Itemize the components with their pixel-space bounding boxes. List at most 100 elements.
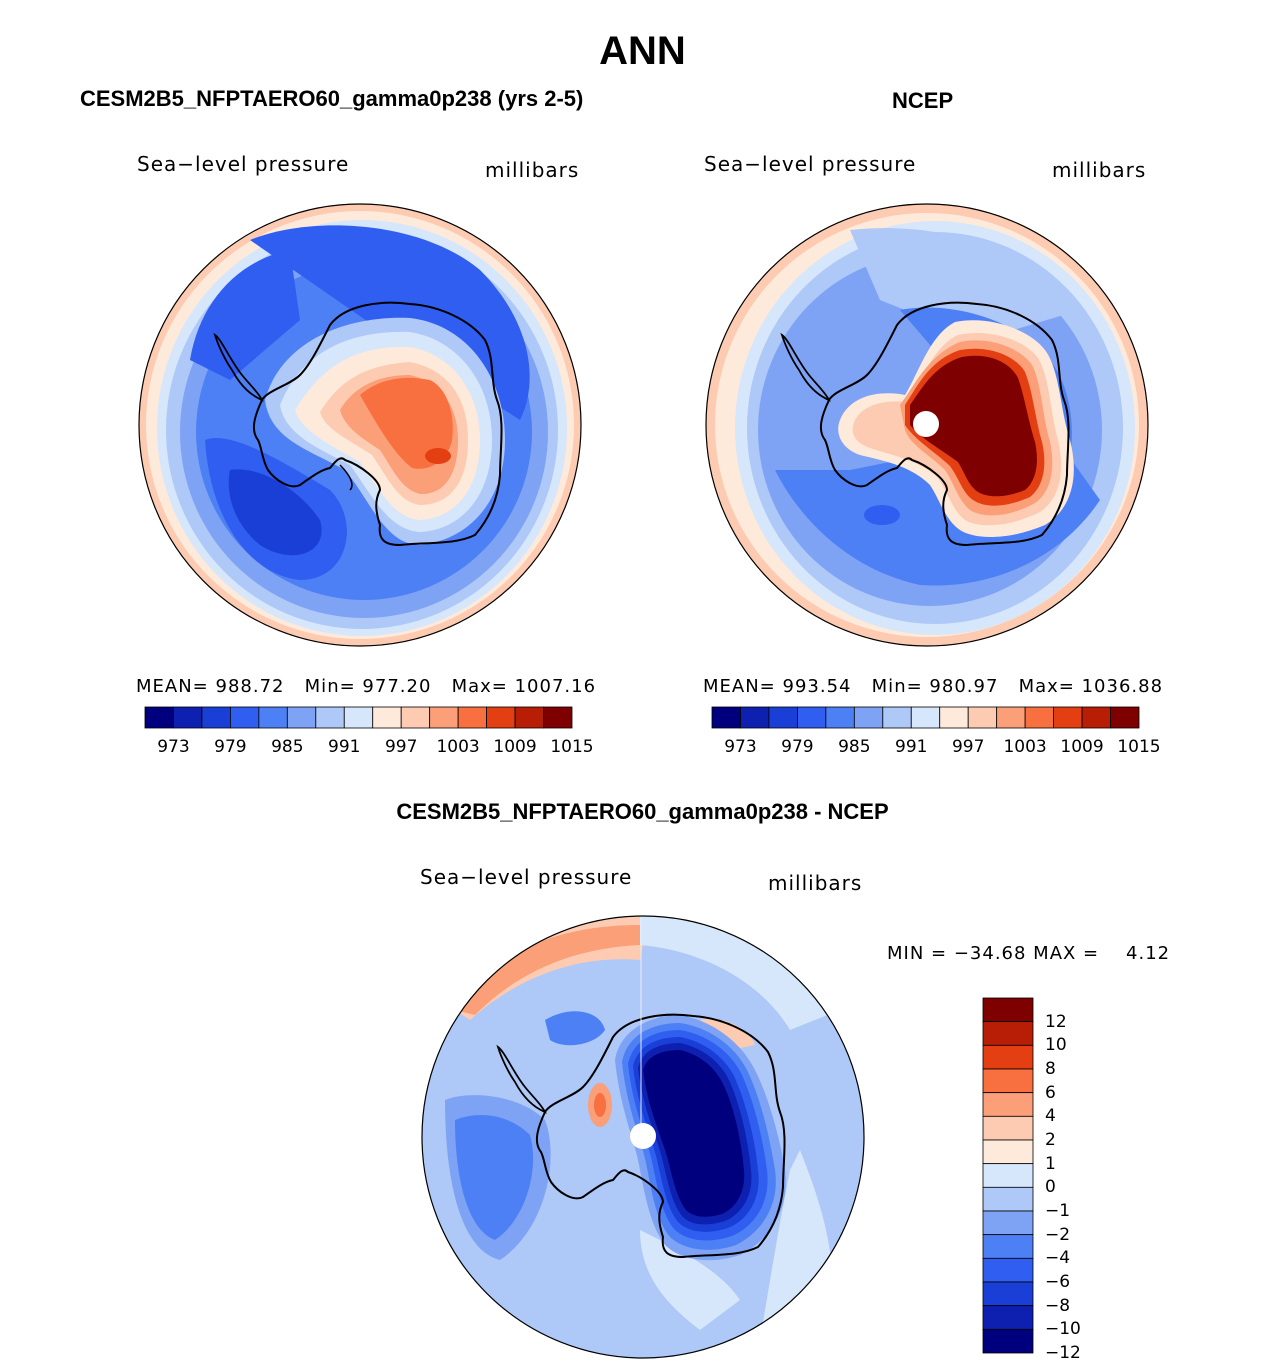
obs-colorbar-tick-label: 997 [951,737,985,757]
model-colorbar-swatch [173,706,203,729]
obs-colorbar-swatch [910,706,941,729]
model-panel-title: CESM2B5_NFPTAERO60_gamma0p238 (yrs 2-5) [80,86,584,111]
obs-colorbar-swatch [939,706,969,729]
model-colorbar-swatch [144,706,174,729]
model-colorbar [144,706,573,729]
obs-colorbar-swatch [996,706,1026,729]
diff-colorbar-swatch [982,1234,1034,1259]
diff-colorbar-swatch [982,1163,1034,1188]
model-mean-label: MEAN= [136,676,209,697]
obs-colorbar-swatch [768,706,798,729]
model-colorbar-tick-label: 991 [328,737,361,757]
diff-colorbar-tick-label: −2 [1045,1224,1071,1245]
diff-colorbar-swatch [982,1257,1034,1283]
diff-colorbar-tick-label: 12 [1045,1011,1067,1032]
diff-panel-title: CESM2B5_NFPTAERO60_gamma0p238 - NCEP [396,799,889,824]
obs-colorbar-swatch [1024,706,1054,729]
model-colorbar-swatch [486,706,516,729]
obs-colorbar-swatch [967,706,998,729]
diff-colorbar-tick-label: −1 [1045,1201,1071,1221]
model-max-value: 1007.16 [514,676,597,697]
model-colorbar-swatch [286,706,317,729]
obs-variable-label: Sea−level pressure [704,152,917,176]
obs-colorbar-swatch [853,706,884,729]
obs-panel-title: NCEP [892,88,954,113]
diff-pole-mask [630,1123,656,1149]
model-colorbar-swatch [229,706,260,729]
model-colorbar-swatch [429,706,459,729]
obs-mean-label: MEAN= [703,676,776,697]
obs-map-boundary [705,203,1149,647]
diff-colorbar-tick-label: −6 [1045,1272,1071,1292]
obs-colorbar-tick-label: 973 [724,737,757,757]
obs-colorbar-tick-label: 985 [838,737,871,757]
diff-colorbar-tick-label: 6 [1045,1082,1056,1103]
model-stats: MEAN= 988.72 Min= 977.20 Max= 1007.16 [136,675,596,699]
diff-colorbar-swatch [982,1068,1034,1094]
diff-colorbar-swatch [982,1044,1034,1070]
main-title: ANN [599,29,686,73]
diff-colorbar-tick-label: 1 [1045,1153,1056,1174]
model-variable-label: Sea−level pressure [137,152,350,176]
model-colorbar-tick-label: 973 [157,737,190,757]
model-max-label: Max= [451,676,508,697]
model-mean-value: 988.72 [215,676,285,697]
model-colorbar-swatch [543,706,573,729]
obs-colorbar-tick-label: 1015 [1117,737,1161,757]
diff-units-label: millibars [768,871,863,895]
diff-colorbar-swatch [982,1281,1034,1307]
model-colorbar-swatch [372,706,402,729]
obs-units-label: millibars [1052,158,1147,182]
model-colorbar-tick-label: 1003 [436,737,480,757]
obs-max-label: Max= [1018,676,1075,697]
diff-colorbar-swatch [982,1092,1034,1117]
diff-colorbar-swatch [982,1328,1034,1354]
model-units-label: millibars [485,158,580,182]
diff-colorbar-tick-label: 10 [1045,1035,1067,1056]
diff-colorbar-swatch [982,1021,1034,1046]
model-colorbar-tick-label: 979 [214,737,247,757]
obs-colorbar-swatch [882,706,912,729]
diff-colorbar [982,997,1034,1354]
model-min-label: Min= [304,676,356,697]
obs-colorbar-swatch [797,706,827,729]
diff-colorbar-swatch [982,997,1034,1023]
model-colorbar-tick-label: 997 [384,737,418,757]
model-colorbar-swatch [343,706,374,729]
obs-colorbar-tick-label: 991 [895,737,928,757]
model-colorbar-tick-label: 1009 [493,737,537,757]
diff-colorbar-swatch [982,1186,1034,1212]
model-colorbar-swatch [315,706,345,729]
obs-colorbar-tick-label: 1003 [1003,737,1047,757]
diff-colorbar-tick-label: −10 [1045,1319,1081,1340]
obs-colorbar-swatch [1110,706,1140,729]
obs-colorbar-swatch [1081,706,1111,729]
obs-colorbar-tick-label: 1009 [1060,737,1104,757]
diff-colorbar-swatch [982,1115,1034,1141]
model-map-boundary [138,203,582,647]
model-colorbar-swatch [201,706,231,729]
obs-mean-value: 993.54 [782,676,852,697]
model-map [139,204,581,646]
diff-colorbar-tick-label: 0 [1045,1177,1056,1198]
obs-min-label: Min= [871,676,923,697]
diff-colorbar-tick-label: 4 [1045,1106,1056,1127]
model-colorbar-tick-label: 985 [271,737,304,757]
diff-minmax: MIN = −34.68 MAX = 4.12 [887,943,1171,964]
model-colorbar-swatch [258,706,288,729]
diff-variable-label: Sea−level pressure [420,865,633,889]
diff-map-boundary [421,915,865,1359]
diff-colorbar-swatch [982,1305,1034,1330]
diff-colorbar-tick-label: −4 [1045,1248,1071,1269]
obs-colorbar-swatch [1053,706,1083,729]
diff-colorbar-tick-label: 8 [1045,1059,1056,1079]
diff-colorbar-tick-label: −8 [1045,1295,1071,1316]
obs-max-value: 1036.88 [1081,676,1164,697]
model-colorbar-swatch [400,706,431,729]
obs-map [706,204,1148,646]
obs-pole-mask [913,411,939,437]
obs-colorbar-swatch [740,706,770,729]
diff-colorbar-swatch [982,1210,1034,1236]
obs-colorbar [711,706,1140,729]
